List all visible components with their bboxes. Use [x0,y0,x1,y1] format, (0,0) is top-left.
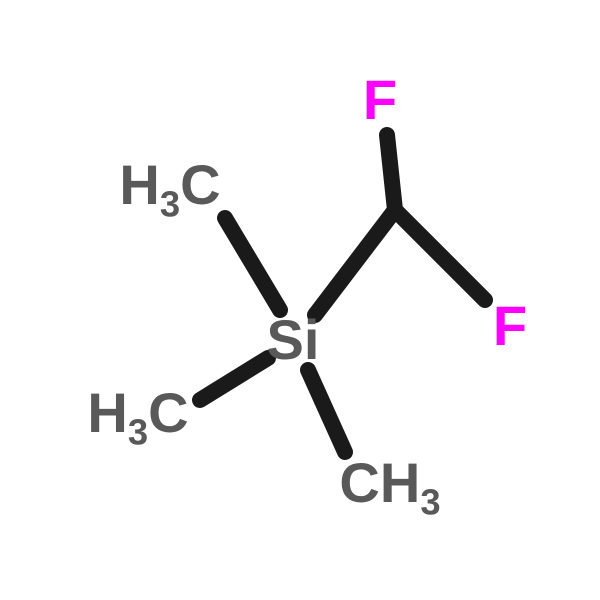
atom-fluorine-top: F [363,72,397,128]
atom-methyl-top-left: H3C [119,157,220,223]
atom-methyl-bottom: CH3 [339,455,440,521]
atom-silicon: Si [267,312,320,368]
bond-si-methyl-left [200,358,268,400]
bond-si-methyl-topleft [225,218,280,310]
bond-c-f-right [395,210,485,300]
bond-c-f-top [387,135,395,210]
atom-fluorine-right: F [493,298,527,354]
atom-methyl-left: H3C [87,385,188,451]
bond-si-methyl-bottom [308,370,345,452]
bond-c-si [315,210,395,315]
molecule-diagram: F F H3C H3C CH3 Si [0,0,600,600]
